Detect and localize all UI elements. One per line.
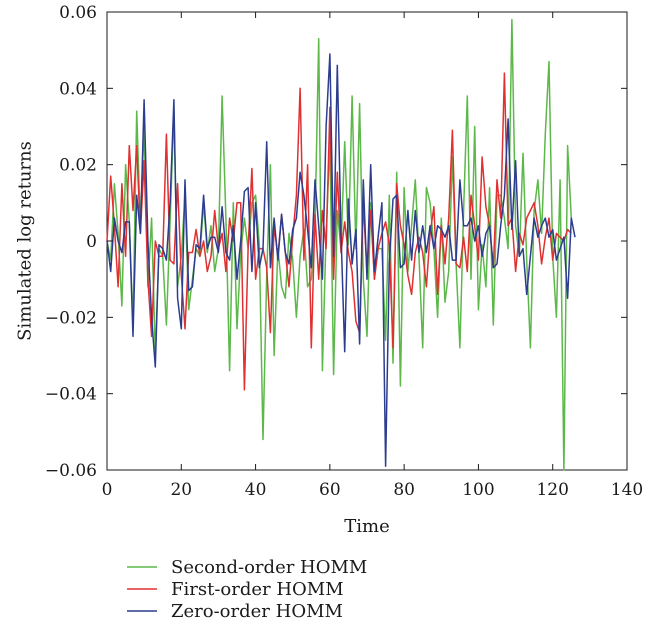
legend-label-2: Zero-order HOMM [171,601,343,622]
x-tick-label: 140 [611,480,643,500]
x-tick-label: 40 [245,480,267,500]
series-line-1 [106,72,572,391]
y-axis-title: Simulated log returns [14,141,35,341]
legend-label-0: Second-order HOMM [171,557,367,578]
y-tick-label: 0.02 [59,156,97,176]
series-layer [106,18,576,471]
x-tick-label: 120 [536,480,568,500]
x-axis: 0 20 40 60 80 100 120 140 [102,12,643,500]
x-tick-label: 100 [462,480,494,500]
x-tick-label: 80 [393,480,415,500]
y-tick-label: −0.02 [45,308,97,328]
x-tick-label: 60 [319,480,341,500]
x-tick-label: 0 [102,480,113,500]
y-tick-label: 0.06 [59,3,97,23]
y-tick-label: 0.04 [59,79,97,99]
plot-area: 0 20 40 60 80 100 120 140 −0.06−0.04−0.0200.020… [45,3,643,500]
y-tick-label: −0.04 [45,385,97,405]
y-tick-label: −0.06 [45,461,97,481]
series-line-2 [106,53,576,467]
y-tick-label: 0 [86,232,97,252]
x-axis-title: Time [344,516,389,537]
x-tick-label: 20 [170,480,192,500]
y-axis: −0.06 −0.04 −0.02 0 0.02 0.04 0.06 [45,3,627,481]
legend-label-1: First-order HOMM [171,579,344,600]
